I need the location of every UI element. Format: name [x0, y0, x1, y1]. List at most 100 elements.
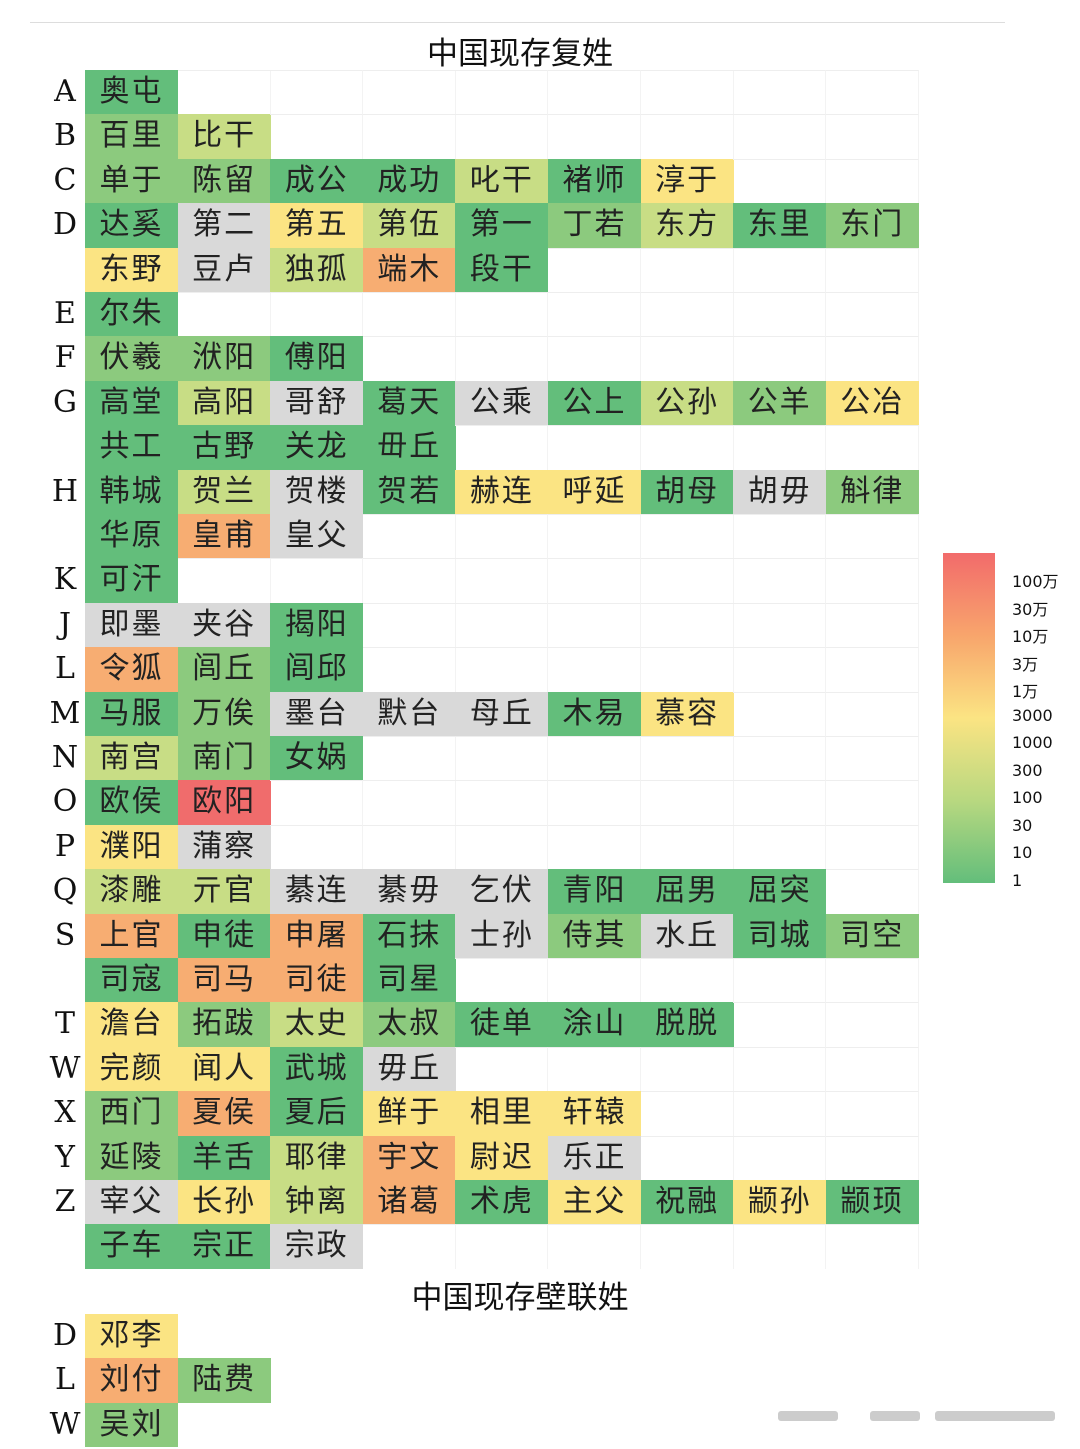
empty-cell [825, 1224, 919, 1269]
table-row: M 马服 万俟 墨台 默台 母丘 木易 慕容 [30, 691, 920, 736]
surname-cell: 叱干 [455, 158, 549, 204]
surname-cell: 欧侯 [85, 780, 178, 825]
empty-cell [455, 292, 549, 337]
table-row: J 即墨 夹谷 揭阳 [30, 602, 920, 648]
empty-cell [548, 1046, 641, 1092]
row-letter: S [54, 917, 76, 953]
surname-cell: 术虎 [455, 1180, 549, 1225]
empty-cell [177, 292, 271, 337]
row-letter: G [53, 384, 77, 420]
empty-cell [733, 1224, 827, 1269]
empty-cell [825, 691, 919, 736]
legend-color-bar [943, 553, 995, 883]
surname-cell: 水丘 [640, 913, 734, 958]
empty-cell [455, 736, 549, 781]
empty-cell [640, 1224, 734, 1269]
surname-cell: 拓跋 [177, 1002, 271, 1047]
empty-cell [825, 824, 919, 870]
empty-cell [548, 1224, 641, 1269]
surname-cell: 公冶 [825, 380, 919, 426]
surname-cell: 令狐 [85, 647, 178, 692]
surname-cell: 陆费 [177, 1358, 271, 1403]
surname-cell: 单于 [85, 158, 178, 204]
surname-cell: 马服 [85, 691, 178, 736]
surname-cell: 默台 [362, 691, 456, 736]
table-row: K 可汗 [30, 558, 920, 603]
surname-cell: 耶律 [270, 1135, 364, 1180]
row-letter [40, 1224, 90, 1268]
legend-label: 30 [1012, 815, 1033, 835]
surname-cell: 呼延 [548, 469, 641, 514]
empty-cell [733, 602, 827, 648]
empty-cell [825, 336, 919, 381]
empty-cell [270, 70, 364, 115]
surname-cell: 南宫 [85, 736, 178, 781]
surname-cell: 东里 [733, 203, 827, 248]
surname-cell: 漆雕 [85, 869, 178, 914]
empty-cell [548, 824, 641, 870]
surname-cell: 淳于 [640, 158, 734, 204]
surname-cell: 侍其 [548, 913, 641, 958]
table-row: L 刘付 陆费 [30, 1358, 920, 1403]
empty-cell [362, 70, 456, 115]
table-row: W 完颜 闻人 武城 毋丘 [30, 1046, 920, 1092]
empty-cell [825, 1135, 919, 1180]
table-row: 东野 豆卢 独孤 端木 段干 [30, 247, 920, 292]
empty-cell [362, 736, 456, 781]
table-row: Z 宰父 长孙 钟离 诸葛 术虎 主父 祝融 颛孙 颛顼 [30, 1180, 920, 1225]
empty-cell [640, 70, 734, 115]
row-letter: W [49, 1050, 81, 1086]
surname-cell: 濮阳 [85, 824, 178, 870]
empty-cell [362, 114, 456, 159]
surname-cell: 关龙 [270, 425, 364, 470]
table-row: C 单于 陈留 成公 成功 叱干 褚师 淳于 [30, 158, 920, 204]
row-letter [40, 248, 90, 292]
empty-cell [825, 425, 919, 470]
surname-cell: 子车 [85, 1224, 178, 1269]
section-title-joined: 中国现存壁联姓 [411, 1280, 629, 1316]
table-row: A 奥屯 [30, 70, 920, 115]
empty-cell [455, 336, 549, 381]
empty-cell [825, 1002, 919, 1047]
surname-cell: 东方 [640, 203, 734, 248]
empty-cell [548, 602, 641, 648]
surname-cell: 韩城 [85, 469, 178, 514]
surname-cell: 陈留 [177, 158, 271, 204]
empty-cell [825, 70, 919, 115]
surname-cell: 延陵 [85, 1135, 178, 1180]
surname-cell: 高阳 [177, 380, 271, 426]
surname-cell: 第伍 [362, 203, 456, 248]
table-row: F 伏羲 洑阳 傅阳 [30, 336, 920, 381]
surname-cell: 相里 [455, 1091, 549, 1136]
surname-cell: 斛律 [825, 469, 919, 514]
surname-cell: 尔朱 [85, 292, 178, 337]
surname-cell: 屈突 [733, 869, 827, 914]
surname-cell: 毋丘 [362, 1046, 456, 1092]
row-letter: P [54, 828, 76, 864]
row-letter: F [54, 340, 76, 376]
surname-cell: 伏羲 [85, 336, 178, 381]
surname-cell: 万俟 [177, 691, 271, 736]
surname-cell: 段干 [455, 247, 549, 292]
surname-cell: 司徒 [270, 958, 364, 1003]
empty-cell [548, 736, 641, 781]
empty-cell [825, 780, 919, 825]
surname-cell: 刘付 [85, 1358, 178, 1403]
legend-label: 1万 [1012, 682, 1039, 701]
surname-cell: 奥屯 [85, 70, 178, 115]
empty-cell [177, 70, 271, 115]
surname-cell: 屈男 [640, 869, 734, 914]
row-letter: Q [52, 873, 78, 909]
surname-cell: 太史 [270, 1002, 364, 1047]
surname-cell: 公羊 [733, 380, 827, 426]
row-letter: K [53, 562, 77, 598]
surname-cell: 比干 [177, 114, 271, 159]
row-letter: H [51, 473, 79, 509]
surname-cell: 贺兰 [177, 469, 271, 514]
empty-cell [733, 1135, 827, 1180]
surname-cell: 洑阳 [177, 336, 271, 381]
surname-cell: 成功 [362, 158, 456, 204]
surname-cell: 揭阳 [270, 602, 364, 648]
surname-cell: 太叔 [362, 1002, 456, 1047]
table-row: 司寇 司马 司徒 司星 [30, 958, 920, 1003]
